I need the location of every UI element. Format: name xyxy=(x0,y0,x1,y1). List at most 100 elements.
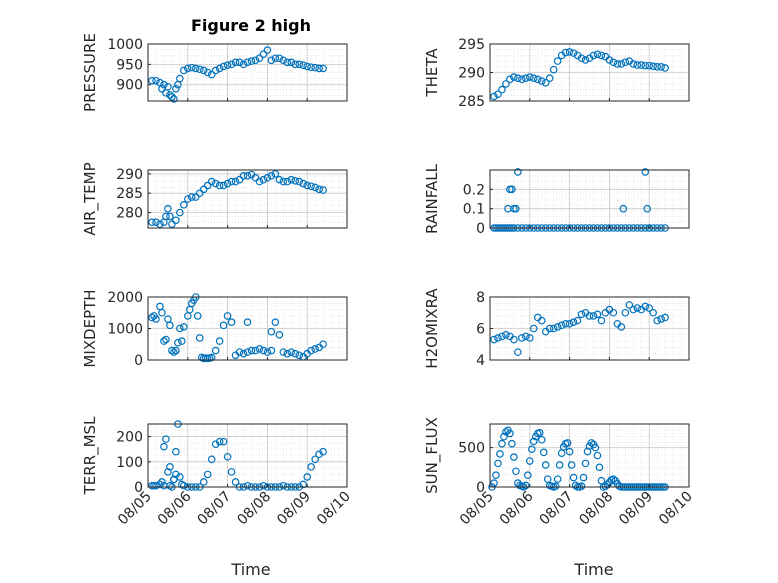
data-point xyxy=(199,66,208,75)
data-point xyxy=(593,451,602,460)
data-point xyxy=(569,318,578,327)
data-point xyxy=(195,65,204,74)
data-point xyxy=(621,58,630,67)
data-point xyxy=(549,324,558,333)
data-point xyxy=(303,181,312,190)
data-point xyxy=(263,173,272,182)
data-point xyxy=(207,177,216,186)
data-point xyxy=(303,473,312,481)
data-point xyxy=(541,78,550,87)
data-point xyxy=(525,73,534,81)
data-point xyxy=(295,60,304,69)
data-point xyxy=(259,175,268,184)
data-point xyxy=(203,181,212,190)
y-tick-label: 900 xyxy=(116,78,143,94)
data-point xyxy=(549,65,558,74)
data-point xyxy=(506,75,514,84)
y-tick-label: 290 xyxy=(116,167,143,183)
data-point xyxy=(494,334,502,342)
data-point xyxy=(255,345,264,353)
data-point xyxy=(555,461,564,469)
data-point xyxy=(227,177,236,186)
data-point xyxy=(518,75,526,84)
data-point xyxy=(553,323,562,331)
data-point xyxy=(178,337,186,345)
data-point xyxy=(553,475,562,483)
data-point xyxy=(291,60,300,69)
y-tick-label: 2000 xyxy=(107,290,143,306)
data-point xyxy=(514,168,522,176)
data-point xyxy=(207,455,216,464)
data-point xyxy=(199,478,208,486)
data-point xyxy=(184,64,192,73)
data-point xyxy=(490,335,498,344)
y-axis-label: MIXDEPTH xyxy=(81,289,99,367)
x-tick-label: 08/06 xyxy=(155,488,195,528)
data-point xyxy=(295,351,304,360)
data-point xyxy=(537,435,546,444)
data-point xyxy=(152,481,160,490)
data-point xyxy=(641,61,650,70)
data-point xyxy=(275,54,284,63)
data-point xyxy=(561,48,570,57)
data-point xyxy=(162,335,170,344)
data-point xyxy=(211,440,220,448)
data-point xyxy=(172,346,180,355)
data-point xyxy=(219,62,228,71)
data-point xyxy=(148,313,156,322)
data-point xyxy=(215,181,224,190)
data-point xyxy=(621,308,630,317)
y-tick-label: 8 xyxy=(476,290,485,306)
data-point xyxy=(158,308,166,317)
data-point xyxy=(661,313,669,322)
data-point xyxy=(307,63,315,72)
y-tick-label: 0 xyxy=(134,480,143,496)
data-point xyxy=(211,179,220,188)
data-point xyxy=(223,61,232,69)
data-point xyxy=(152,76,160,85)
data-point xyxy=(243,172,252,180)
data-point xyxy=(535,428,544,437)
data-point xyxy=(597,51,606,60)
data-point xyxy=(629,305,638,314)
data-point xyxy=(191,64,200,73)
data-point xyxy=(239,60,248,69)
data-point xyxy=(231,58,240,67)
data-point xyxy=(271,318,280,327)
data-point xyxy=(522,481,530,490)
data-point xyxy=(295,177,304,186)
data-point xyxy=(315,185,323,194)
data-point xyxy=(235,175,244,184)
data-point xyxy=(152,218,160,227)
data-point xyxy=(307,346,315,355)
data-point xyxy=(267,56,276,65)
data-point xyxy=(263,348,272,356)
data-point xyxy=(512,204,520,213)
data-point xyxy=(195,189,204,198)
axes-frame xyxy=(147,43,348,102)
data-point xyxy=(279,177,288,186)
y-tick-label: 4 xyxy=(476,353,485,369)
data-point xyxy=(565,48,574,56)
data-point xyxy=(633,304,642,312)
data-point xyxy=(512,467,520,476)
data-point xyxy=(567,461,576,469)
y-tick-label: 1000 xyxy=(107,37,143,53)
data-point xyxy=(577,54,586,63)
data-point xyxy=(184,195,192,203)
data-point xyxy=(231,478,240,486)
data-point xyxy=(565,447,574,456)
data-point xyxy=(537,316,546,325)
data-point xyxy=(195,334,204,342)
data-point xyxy=(235,348,244,356)
data-point xyxy=(162,212,170,221)
data-point xyxy=(502,428,510,436)
data-point xyxy=(299,179,308,188)
data-point xyxy=(166,212,174,221)
data-point xyxy=(319,447,327,456)
x-tick-label: 08/10 xyxy=(314,489,354,529)
x-tick-label: 08/08 xyxy=(576,489,616,529)
y-tick-label: 285 xyxy=(116,186,143,202)
